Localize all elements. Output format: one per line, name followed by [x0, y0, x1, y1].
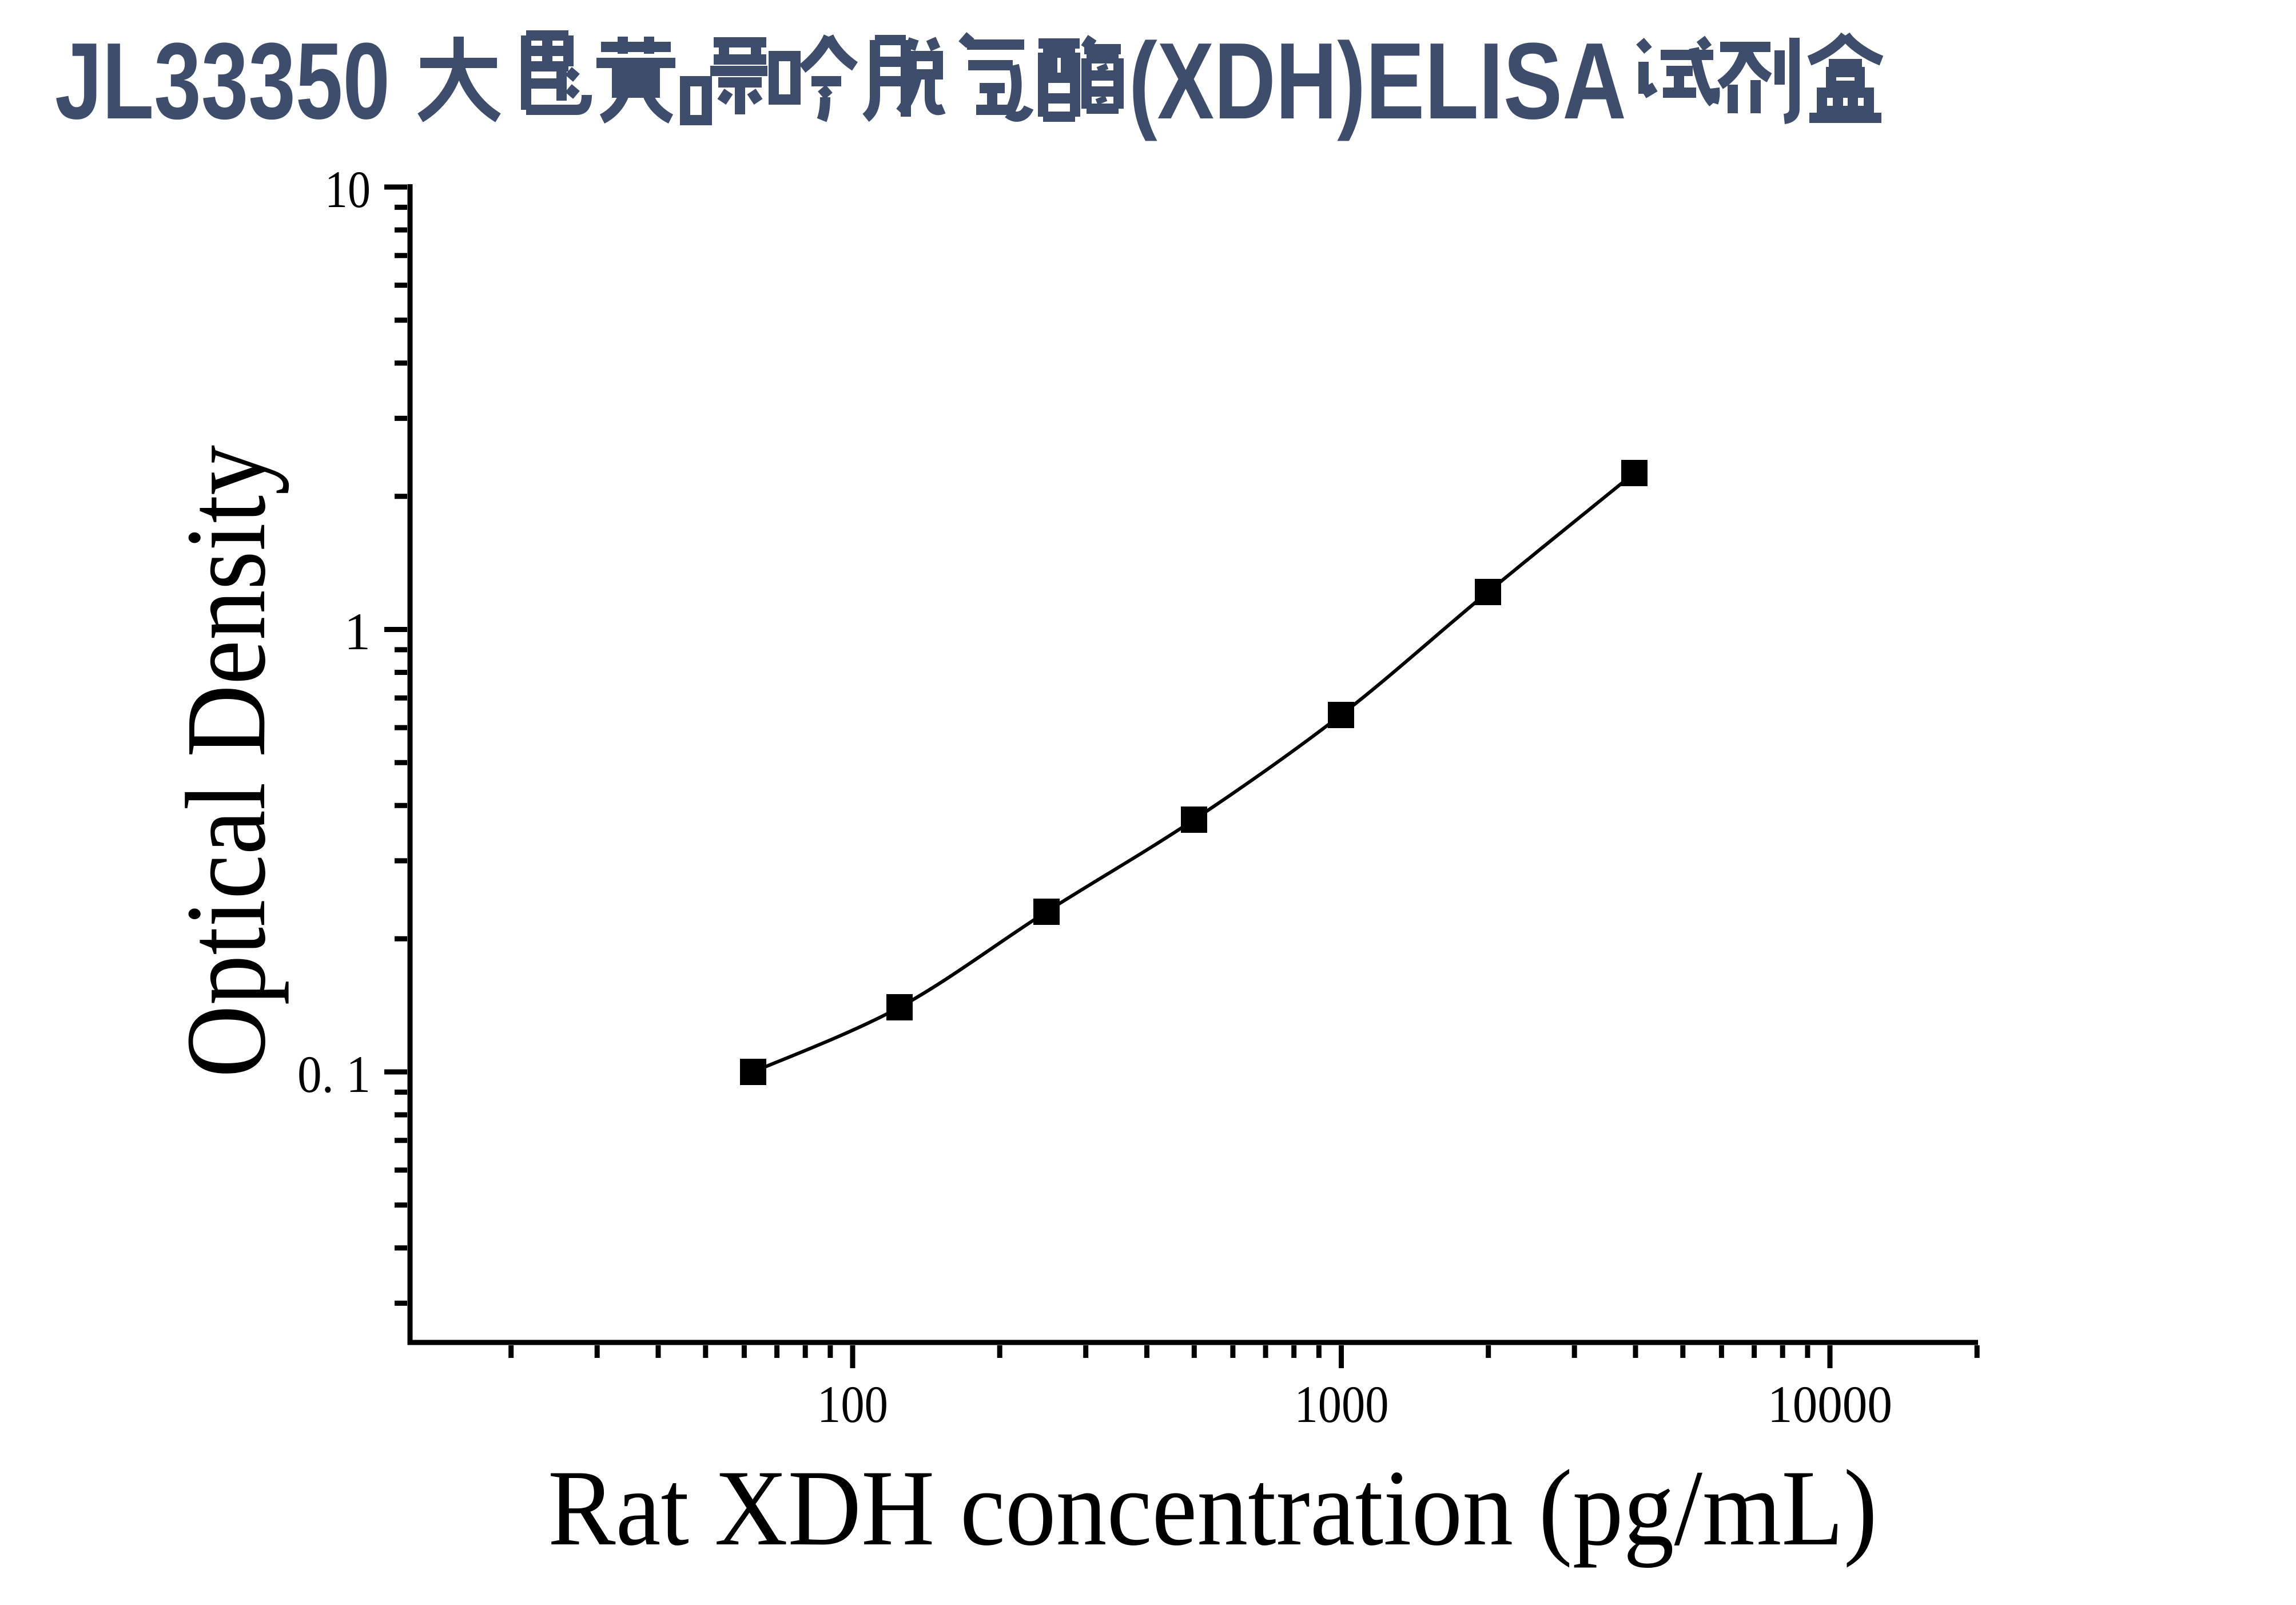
svg-text:100: 100: [817, 1375, 888, 1433]
svg-text:1: 1: [344, 602, 371, 661]
svg-text:1000: 1000: [1295, 1375, 1389, 1433]
svg-text:0. 1: 0. 1: [297, 1045, 371, 1103]
svg-text:10000: 10000: [1768, 1375, 1892, 1433]
svg-text:Rat XDH concentration (pg/mL): Rat XDH concentration (pg/mL): [548, 1448, 1877, 1568]
svg-text:JL33350: JL33350: [55, 21, 390, 142]
svg-text:Optical Density: Optical Density: [163, 445, 289, 1078]
svg-text:(XDH): (XDH): [1129, 21, 1366, 142]
svg-text:10: 10: [325, 160, 371, 218]
svg-text:ELISA: ELISA: [1366, 21, 1626, 142]
